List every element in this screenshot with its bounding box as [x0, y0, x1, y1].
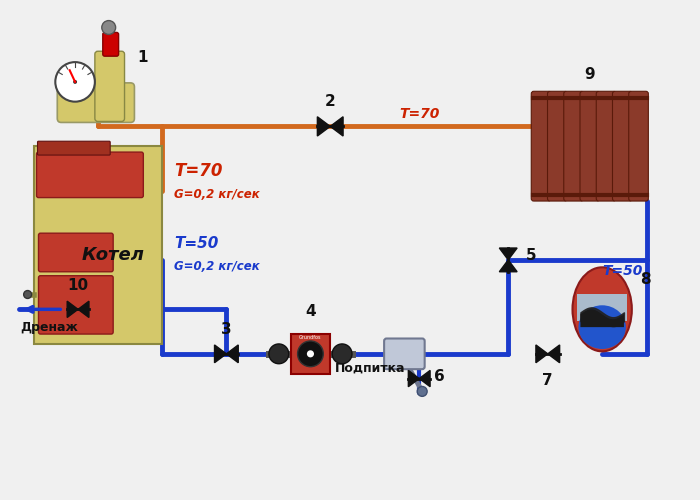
Ellipse shape [573, 268, 632, 351]
Polygon shape [548, 345, 559, 362]
Text: 1: 1 [137, 50, 148, 64]
Polygon shape [78, 301, 89, 318]
Circle shape [269, 344, 288, 364]
Text: Дренаж: Дренаж [21, 321, 78, 334]
FancyBboxPatch shape [612, 92, 632, 201]
Ellipse shape [578, 306, 626, 349]
Text: T=50: T=50 [602, 264, 643, 278]
Circle shape [417, 386, 427, 396]
Polygon shape [499, 248, 517, 260]
Polygon shape [330, 116, 343, 136]
FancyBboxPatch shape [578, 294, 627, 321]
FancyBboxPatch shape [596, 92, 616, 201]
FancyBboxPatch shape [629, 92, 648, 201]
Text: 6: 6 [434, 369, 444, 384]
Circle shape [307, 350, 314, 358]
FancyBboxPatch shape [531, 92, 551, 201]
Text: G=0,2 кг/сек: G=0,2 кг/сек [174, 188, 260, 200]
Text: G=0,2 кг/сек: G=0,2 кг/сек [174, 260, 260, 273]
Polygon shape [226, 345, 238, 362]
FancyBboxPatch shape [580, 92, 600, 201]
FancyBboxPatch shape [384, 338, 425, 369]
Text: 2: 2 [325, 94, 335, 108]
Polygon shape [419, 370, 430, 386]
Circle shape [73, 80, 77, 84]
FancyBboxPatch shape [34, 146, 162, 344]
Polygon shape [408, 370, 419, 386]
FancyBboxPatch shape [38, 276, 113, 334]
Text: Котел: Котел [81, 246, 144, 264]
Circle shape [55, 62, 95, 102]
Polygon shape [67, 301, 78, 318]
Text: T=50: T=50 [174, 236, 218, 251]
FancyBboxPatch shape [38, 233, 113, 272]
FancyBboxPatch shape [38, 141, 110, 155]
FancyBboxPatch shape [564, 92, 583, 201]
Circle shape [102, 20, 116, 34]
FancyBboxPatch shape [290, 334, 330, 374]
FancyBboxPatch shape [57, 83, 134, 122]
Polygon shape [536, 345, 548, 362]
Text: 9: 9 [584, 67, 595, 82]
FancyBboxPatch shape [547, 92, 567, 201]
FancyBboxPatch shape [36, 152, 144, 198]
Polygon shape [580, 310, 624, 327]
Text: 5: 5 [526, 248, 537, 264]
FancyBboxPatch shape [95, 51, 125, 122]
FancyBboxPatch shape [103, 32, 118, 56]
Text: Grundfos: Grundfos [299, 334, 322, 340]
Circle shape [24, 290, 32, 298]
Text: 10: 10 [67, 278, 89, 292]
Polygon shape [214, 345, 226, 362]
Text: 3: 3 [221, 322, 232, 337]
Text: T=70: T=70 [400, 108, 440, 122]
Circle shape [332, 344, 352, 364]
Polygon shape [317, 116, 330, 136]
Text: 4: 4 [305, 304, 316, 319]
Text: 7: 7 [542, 372, 553, 388]
Text: T=70: T=70 [174, 162, 223, 180]
Text: Подпитка: Подпитка [335, 362, 406, 374]
Polygon shape [499, 260, 517, 272]
Text: 8: 8 [640, 272, 650, 287]
Circle shape [298, 341, 323, 366]
